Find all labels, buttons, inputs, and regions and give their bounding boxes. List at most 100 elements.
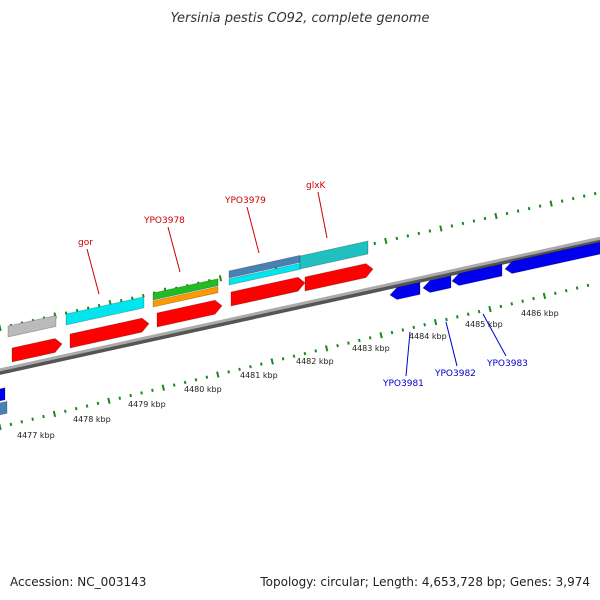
inner-tick-mark (368, 336, 372, 340)
gene-label-ypo3979: YPO3979 (224, 196, 266, 206)
inner-tick-mark (542, 292, 547, 300)
inner-tick-mark (336, 344, 339, 348)
inner-tick-mark (161, 384, 166, 391)
callout-line (167, 226, 181, 273)
inner-tick-mark (42, 414, 45, 419)
inner-tick-mark (554, 291, 557, 295)
inner-tick-mark (401, 328, 405, 332)
inner-tick-mark (532, 296, 535, 301)
outer-tick-mark (119, 298, 123, 303)
inner-tick-mark (324, 345, 329, 352)
scale-label-4485: 4485 kbp (465, 320, 503, 329)
outer-tick-mark (406, 234, 410, 238)
scale-label-4486: 4486 kbp (521, 309, 559, 318)
inner-tick-mark (151, 388, 154, 392)
inner-tick-mark (358, 338, 361, 343)
outer-tick-mark (417, 231, 421, 236)
outer-tick-mark (494, 212, 498, 220)
inner-tick-mark (183, 380, 187, 385)
inner-tick-mark (499, 304, 503, 309)
inner-tick-mark (96, 401, 100, 406)
feature-blue-arrow (504, 241, 600, 274)
outer-tick-mark (571, 196, 575, 201)
feature-red-arrow (69, 317, 150, 349)
outer-tick-mark (428, 229, 432, 233)
inner-tick-ring (0, 283, 590, 431)
outer-tick-mark (86, 306, 90, 310)
inner-tick-mark (521, 299, 524, 303)
scale-label-4483: 4483 kbp (352, 344, 390, 353)
outer-tick-mark (516, 209, 520, 213)
inner-tick-mark (0, 423, 2, 431)
inner-tick-mark (260, 362, 263, 366)
inner-tick-mark (347, 341, 350, 345)
gene-label-ypo3978: YPO3978 (143, 216, 185, 226)
inner-tick-mark (64, 409, 67, 413)
outer-tick-mark (0, 324, 2, 332)
callout-line (482, 313, 507, 357)
outer-tick-mark (483, 216, 487, 221)
map-title: Yersinia pestis CO92, complete genome (171, 11, 430, 26)
inner-tick-mark (466, 312, 470, 316)
scale-label-4479: 4479 kbp (128, 400, 166, 409)
inner-tick-mark (586, 283, 590, 288)
gene-label-ypo3982: YPO3982 (434, 369, 476, 379)
outer-tick-mark (439, 225, 443, 232)
outer-tick-mark (395, 236, 399, 241)
feature-green (152, 278, 219, 301)
callout-line (317, 191, 328, 239)
inner-tick-mark (9, 422, 13, 427)
scale-label-4484: 4484 kbp (409, 332, 447, 341)
feature-blue-arrow (389, 281, 421, 300)
outer-tick-mark (218, 275, 223, 282)
outer-tick-mark (593, 191, 597, 196)
gene-label-glxk: glxK (306, 181, 327, 191)
inner-tick-mark (238, 367, 241, 372)
gene-label-gor: gor (78, 238, 93, 248)
scale-label-4481: 4481 kbp (240, 371, 278, 380)
inner-tick-mark (456, 315, 459, 319)
inner-tick-mark (118, 396, 122, 400)
feature-steelblue (0, 400, 8, 416)
inner-tick-mark (433, 318, 438, 326)
feature-orange (152, 286, 219, 308)
feature-red-arrow (11, 338, 63, 363)
inner-tick-mark (510, 302, 514, 306)
gene-label-ypo3983: YPO3983 (486, 359, 528, 369)
inner-tick-mark (314, 349, 318, 353)
inner-tick-mark (303, 351, 307, 356)
callout-line (246, 206, 260, 254)
inner-tick-mark (379, 332, 383, 339)
feature-red-arrow (156, 299, 223, 328)
inner-tick-mark (249, 365, 252, 369)
inner-tick-mark (205, 375, 209, 379)
inner-tick-mark (52, 410, 57, 418)
gene-callouts (86, 191, 507, 377)
gene-label-ypo3981: YPO3981 (382, 379, 424, 389)
outer-tick-mark (461, 221, 465, 226)
feature-cyan (228, 262, 301, 286)
inner-tick-mark (423, 323, 426, 327)
callout-line (445, 321, 458, 367)
outer-tick-mark (582, 194, 586, 198)
scale-label-4478: 4478 kbp (73, 415, 111, 424)
inner-tick-mark (445, 317, 448, 322)
feature-teal (299, 240, 369, 270)
inner-tick-mark (194, 378, 198, 382)
callout-line (405, 331, 411, 377)
inner-tick-mark (85, 404, 89, 408)
outer-tick-mark (384, 237, 388, 245)
feature-blue (0, 387, 6, 402)
outer-tick-mark (538, 204, 542, 208)
inner-tick-mark (20, 420, 24, 424)
inner-tick-mark (129, 393, 132, 398)
outer-tick-mark (130, 296, 134, 300)
inner-tick-mark (292, 354, 296, 358)
inner-tick-mark (74, 406, 78, 411)
outer-tick-mark (549, 200, 553, 207)
feature-grey (7, 314, 57, 338)
inner-tick-mark (227, 370, 230, 374)
inner-tick-mark (281, 357, 285, 361)
inner-tick-mark (107, 397, 111, 404)
inner-tick-mark (172, 383, 176, 387)
